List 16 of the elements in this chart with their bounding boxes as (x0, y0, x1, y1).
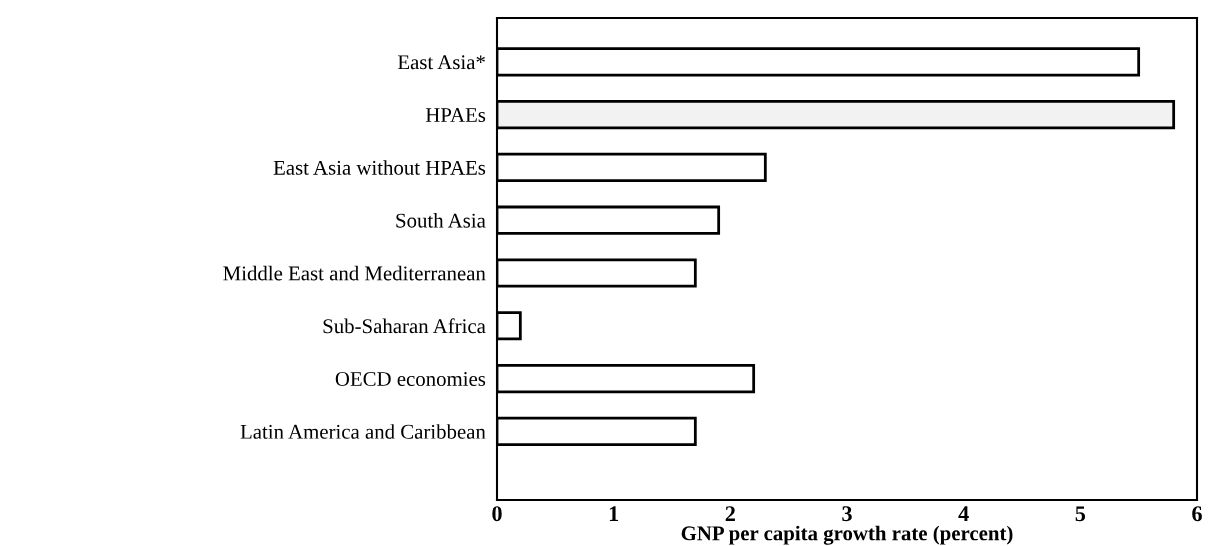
x-tick-label: 2 (725, 506, 735, 521)
x-tick-label: 4 (958, 506, 969, 521)
x-axis-title: GNP per capita growth rate (percent) (681, 525, 1013, 545)
x-tick-label: 6 (1192, 506, 1202, 522)
y-tick-label: OECD economies (335, 372, 486, 387)
x-tick-label: 5 (1075, 506, 1086, 522)
y-tick-label: Latin America and Caribbean (240, 424, 486, 439)
x-tick-label: 0 (492, 506, 502, 522)
x-tick-label: 1 (609, 506, 619, 521)
y-tick-label: Middle East and Mediterranean (223, 265, 486, 281)
x-tick-label: 3 (842, 506, 852, 522)
y-tick-label: Sub-Saharan Africa (323, 318, 486, 334)
y-tick-label: East Asia* (397, 55, 485, 70)
y-tick-label: East Asia without HPAEs (273, 160, 486, 175)
y-tick-label: HPAEs (425, 108, 486, 123)
y-tick-label: South Asia (396, 212, 486, 228)
